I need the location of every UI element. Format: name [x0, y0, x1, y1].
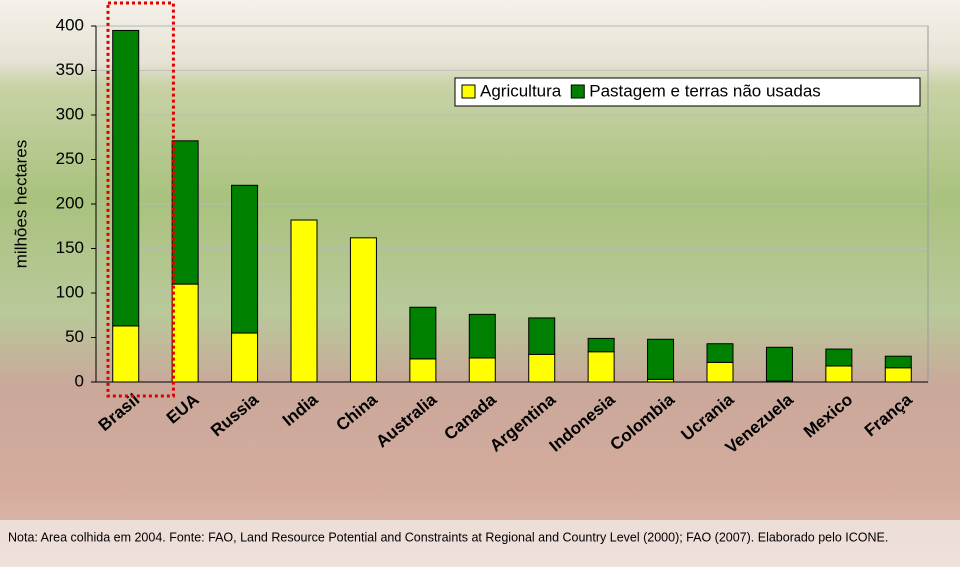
- bar-segment: [349, 237, 377, 383]
- bar-segment: [825, 348, 853, 367]
- y-tick-label: 400: [56, 15, 84, 34]
- bar-segment: [765, 346, 793, 382]
- legend-box: [454, 77, 921, 107]
- bar-segment: [647, 338, 675, 380]
- legend-swatch: [461, 84, 476, 99]
- bar-segment: [112, 29, 140, 327]
- bar-segment: [171, 140, 199, 285]
- bar-segment: [825, 365, 853, 383]
- y-tick-label: 250: [56, 149, 84, 168]
- bar-segment: [884, 355, 912, 369]
- y-tick-label: 150: [56, 238, 84, 257]
- legend-swatch: [570, 84, 585, 99]
- bar-segment: [528, 317, 556, 355]
- bar-segment: [468, 357, 496, 383]
- bar-segment: [528, 353, 556, 383]
- bar-segment: [587, 337, 615, 353]
- bar-segment: [231, 184, 259, 334]
- y-axis-label: milhões hectares: [11, 140, 30, 269]
- bar-segment: [409, 306, 437, 360]
- note-band: [0, 520, 960, 567]
- y-tick-label: 350: [56, 60, 84, 79]
- bar-segment: [112, 325, 140, 383]
- bar-segment: [171, 283, 199, 383]
- y-tick-label: 0: [75, 371, 84, 390]
- highlight-box: [106, 1, 175, 398]
- bar-segment: [409, 358, 437, 383]
- bar-segment: [231, 332, 259, 383]
- y-tick-label: 100: [56, 282, 84, 301]
- y-tick-label: 50: [65, 327, 84, 346]
- bar-segment: [290, 219, 318, 383]
- bar-segment: [587, 351, 615, 383]
- y-tick-label: 200: [56, 193, 84, 212]
- bar-segment: [706, 361, 734, 383]
- note: Nota: Area colhida em 2004. Fonte: FAO, …: [8, 530, 888, 544]
- bar-segment: [468, 313, 496, 359]
- legend-label: Pastagem e terras não usadas: [589, 81, 821, 100]
- y-tick-label: 300: [56, 104, 84, 123]
- legend-label: Agricultura: [480, 81, 562, 100]
- bar-segment: [706, 343, 734, 363]
- bar-segment: [884, 367, 912, 383]
